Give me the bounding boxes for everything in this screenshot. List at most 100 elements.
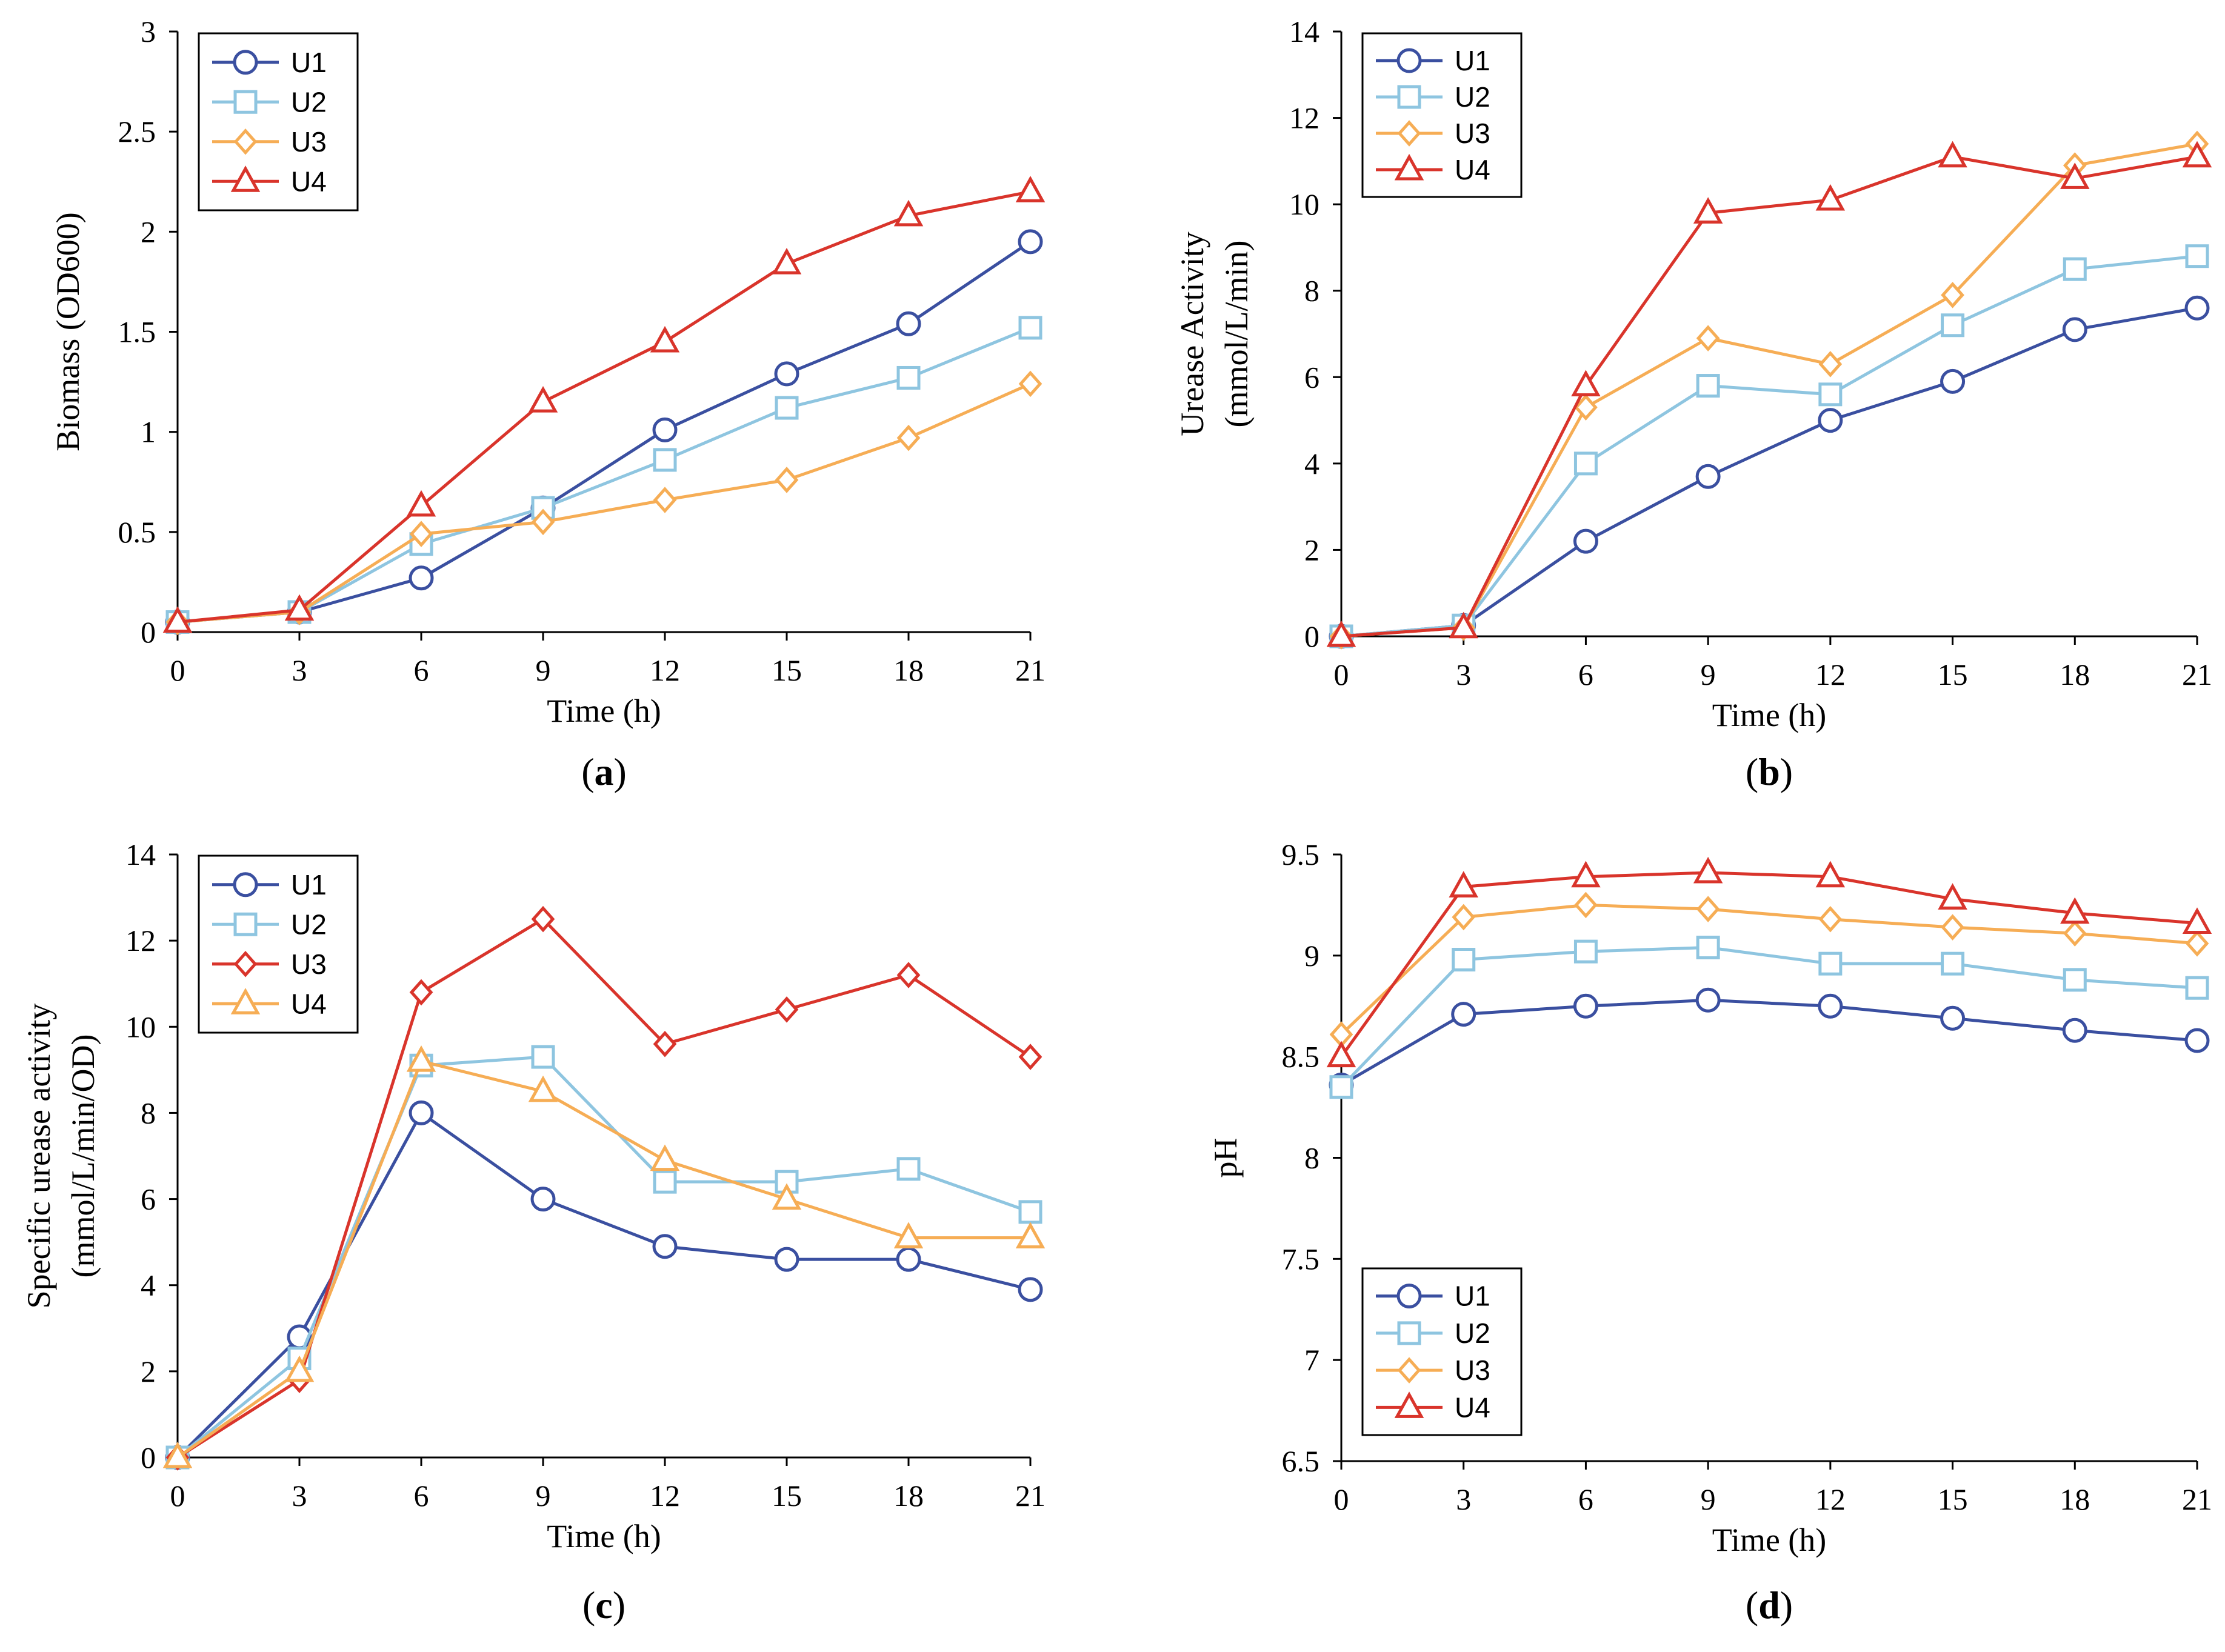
panel-label-close: ) [613, 1584, 625, 1627]
x-tick-label: 3 [1456, 658, 1471, 691]
x-tick-label: 12 [650, 1479, 680, 1513]
data-point-u3 [2185, 930, 2209, 957]
series-line-u2 [1340, 945, 2198, 1088]
data-point-u4 [2182, 141, 2212, 168]
data-point-u3 [1574, 891, 1598, 919]
series-line-u2 [176, 1055, 1031, 1459]
data-point-u2 [653, 448, 677, 472]
legend-label-u1: U1 [1455, 45, 1490, 76]
legend-label-u4: U4 [1455, 154, 1490, 185]
data-point-u4 [1693, 856, 1723, 884]
data-point-u2 [2063, 968, 2087, 992]
series-line-u1 [177, 240, 1032, 624]
x-tick-label: 12 [1815, 1482, 1846, 1516]
data-point-u3 [1452, 904, 1476, 931]
series-u4 [162, 176, 1046, 633]
data-point-u4 [1015, 1222, 1046, 1249]
data-point-u2 [1818, 382, 1843, 407]
y-tick-label: 9 [1304, 939, 1319, 973]
x-tick-label: 9 [1701, 658, 1716, 691]
data-point-u2 [1573, 939, 1598, 964]
data-point-u3 [653, 1030, 677, 1057]
data-point-u3 [896, 962, 921, 988]
data-point-u4 [1938, 883, 1967, 910]
panel-label-open: ( [1746, 1584, 1758, 1627]
y-tick-label: 6.5 [1282, 1444, 1320, 1478]
x-axis-title: Time (h) [547, 693, 661, 729]
data-point-u1 [896, 311, 921, 336]
y-tick-label: 0 [141, 1441, 156, 1474]
y-tick-label: 2.5 [118, 115, 156, 148]
data-point-u4 [2060, 162, 2090, 189]
y-tick-label: 6 [141, 1182, 156, 1216]
x-tick-label: 9 [536, 653, 551, 687]
x-tick-label: 6 [1578, 658, 1593, 691]
data-point-u4 [1449, 611, 1478, 639]
y-axis-title: pH [1207, 1138, 1244, 1178]
legend-marker-u1 [233, 50, 258, 75]
panel-label-letter: a [595, 750, 614, 793]
data-point-u3 [1574, 394, 1598, 421]
legend-marker-u1 [1396, 1284, 1422, 1309]
data-point-u3 [775, 467, 799, 493]
series-u1 [1329, 987, 2210, 1097]
data-point-u1 [1018, 1277, 1043, 1302]
x-tick-label: 0 [1334, 658, 1349, 691]
legend-marker-u4 [230, 988, 261, 1014]
y-tick-label: 9.5 [1282, 838, 1320, 871]
x-tick-label: 3 [292, 653, 307, 687]
legend-label-u3: U3 [291, 126, 327, 158]
data-point-u3 [531, 508, 555, 536]
panel-label-open: ( [581, 750, 594, 793]
data-point-u1 [409, 1100, 434, 1125]
series-u4 [162, 1045, 1046, 1468]
x-axis-title: Time (h) [1712, 697, 1827, 733]
legend-marker-u3 [1397, 120, 1421, 147]
y-tick-label: 0.5 [118, 515, 156, 549]
legend-marker-u1 [1396, 48, 1422, 73]
y-tick-label: 3 [141, 15, 156, 48]
y-tick-label: 0 [1304, 619, 1319, 653]
legend-label-u2: U2 [1455, 81, 1490, 113]
y-tick-label: 10 [1289, 187, 1319, 221]
data-point-u4 [162, 606, 193, 633]
data-point-u3 [1818, 351, 1843, 378]
data-point-u3 [1018, 370, 1042, 398]
panel-label-close: ) [614, 750, 627, 793]
y-tick-label: 1 [141, 415, 156, 449]
x-tick-label: 15 [1938, 1482, 1968, 1516]
legend-label-u3: U3 [291, 948, 327, 980]
data-point-u1 [652, 417, 678, 442]
legend-marker-u3 [233, 950, 258, 978]
x-tick-label: 12 [650, 653, 680, 687]
data-point-u3 [1818, 906, 1843, 933]
y-axis-title: Urease Activity [1174, 231, 1210, 436]
data-point-u2 [896, 365, 921, 390]
legend-box [198, 32, 359, 211]
data-point-u3 [896, 424, 921, 451]
legend-label-u3: U3 [1455, 118, 1490, 149]
data-point-u2 [1573, 451, 1598, 476]
series-u1 [165, 1100, 1043, 1470]
x-tick-label: 6 [1578, 1482, 1593, 1516]
panel-label-letter: d [1758, 1584, 1780, 1627]
chart-panel-c: 0 2 4 6 8 10 12 14 0 3 6 9 12 15 18 21 Time (h) Specific … [21, 838, 1046, 1627]
series-u3 [1329, 891, 2209, 1048]
data-point-u1 [774, 1247, 799, 1272]
y-tick-label: 14 [1289, 15, 1319, 48]
legend-marker-u2 [1397, 1321, 1421, 1345]
x-tick-label: 12 [1815, 658, 1846, 691]
y-tick-label: 0 [141, 615, 156, 649]
legend: U1 U2 U3 U4 [198, 32, 359, 211]
x-tick-label: 15 [772, 1479, 802, 1513]
data-point-u1 [2062, 317, 2087, 342]
data-point-u2 [1696, 935, 1720, 959]
x-tick-label: 18 [2060, 658, 2090, 691]
panel-label-open: ( [1746, 750, 1758, 793]
y-axis-title: (mmol/L/min) [1218, 241, 1255, 428]
data-point-u4 [528, 1075, 558, 1102]
x-tick-label: 6 [414, 653, 429, 687]
data-point-u4 [1815, 861, 1846, 888]
data-point-u2 [775, 396, 799, 420]
